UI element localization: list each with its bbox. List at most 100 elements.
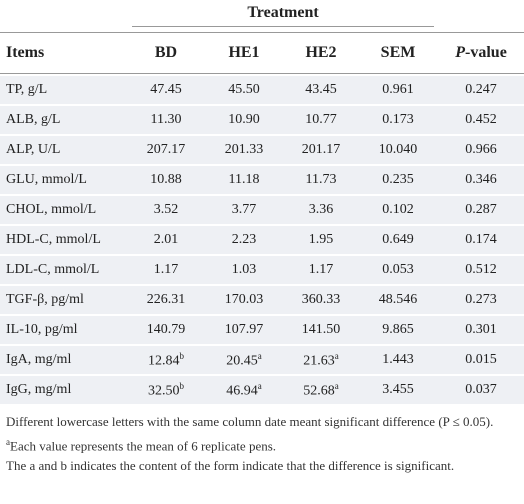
cell: 0.053 — [358, 256, 439, 284]
footnote: The a and b indicates the content of the… — [6, 456, 520, 476]
table-row: GLU, mmol/L 10.88 11.18 11.73 0.235 0.346 — [0, 166, 524, 194]
header-italic: P — [455, 44, 466, 61]
cell: 1.17 — [128, 256, 204, 284]
cell: 0.015 — [438, 346, 524, 374]
column-header: SEM — [358, 32, 439, 74]
cell: 10.88 — [128, 166, 204, 194]
cell: 2.23 — [204, 226, 284, 254]
spacer — [438, 2, 524, 30]
table-row: LDL-C, mmol/L 1.17 1.03 1.17 0.053 0.512 — [0, 256, 524, 284]
footnotes: Different lowercase letters with the sam… — [6, 412, 520, 476]
cell: 20.45a — [204, 346, 284, 374]
cell: 226.31 — [128, 286, 204, 314]
cell: 3.455 — [358, 376, 439, 404]
footnote: aEach value represents the mean of 6 rep… — [6, 432, 520, 456]
table-row: HDL-C, mmol/L 2.01 2.23 1.95 0.649 0.174 — [0, 226, 524, 254]
superscript: b — [179, 380, 185, 391]
row-label: ALB, g/L — [0, 106, 128, 134]
cell: 0.301 — [438, 316, 524, 344]
row-label: IgA, mg/ml — [0, 346, 128, 374]
cell: 0.346 — [438, 166, 524, 194]
table-row: CHOL, mmol/L 3.52 3.77 3.36 0.102 0.287 — [0, 196, 524, 224]
cell: 9.865 — [358, 316, 439, 344]
row-label: LDL-C, mmol/L — [0, 256, 128, 284]
footnote-text: Different lowercase letters with the sam… — [6, 414, 494, 429]
table-body: TP, g/L 47.45 45.50 43.45 0.961 0.247 ALB, g/L… — [0, 76, 524, 404]
cell: 2.01 — [128, 226, 204, 254]
cell: 141.50 — [284, 316, 358, 344]
cell: 43.45 — [284, 76, 358, 104]
cell: 48.546 — [358, 286, 439, 314]
cell: 3.52 — [128, 196, 204, 224]
cell: 10.040 — [358, 136, 439, 164]
cell: 52.68a — [284, 376, 358, 404]
cell: 201.33 — [204, 136, 284, 164]
cell-value: 52.68 — [303, 383, 335, 399]
table-row: ALB, g/L 11.30 10.90 10.77 0.173 0.452 — [0, 106, 524, 134]
row-label: GLU, mmol/L — [0, 166, 128, 194]
cell: 207.17 — [128, 136, 204, 164]
cell: 0.649 — [358, 226, 439, 254]
cell: 10.90 — [204, 106, 284, 134]
cell: 3.36 — [284, 196, 358, 224]
cell: 3.77 — [204, 196, 284, 224]
cell: 47.45 — [128, 76, 204, 104]
cell: 32.50b — [128, 376, 204, 404]
cell: 1.95 — [284, 226, 358, 254]
column-header: HE1 — [204, 32, 284, 74]
data-table: Treatment Items BD HE1 HE2 SEM P-value TP, g/… — [0, 2, 524, 404]
table-row: IgG, mg/ml 32.50b 46.94a 52.68a 3.455 0.037 — [0, 376, 524, 404]
superscript: a — [257, 350, 262, 361]
cell: 140.79 — [128, 316, 204, 344]
table-row: IL-10, pg/ml 140.79 107.97 141.50 9.865 0.301 — [0, 316, 524, 344]
row-label: IL-10, pg/ml — [0, 316, 128, 344]
cell: 46.94a — [204, 376, 284, 404]
superscript: a — [334, 350, 339, 361]
cell: 0.037 — [438, 376, 524, 404]
cell: 0.173 — [358, 106, 439, 134]
cell: 11.73 — [284, 166, 358, 194]
column-header: Items — [0, 32, 128, 74]
table-row: TP, g/L 47.45 45.50 43.45 0.961 0.247 — [0, 76, 524, 104]
footnote-text: Each value represents the mean of 6 repl… — [10, 438, 277, 454]
cell-value: 20.45 — [226, 353, 258, 369]
row-label: ALP, U/L — [0, 136, 128, 164]
cell: 45.50 — [204, 76, 284, 104]
cell: 0.273 — [438, 286, 524, 314]
superscript: a — [257, 380, 262, 391]
cell-value: 46.94 — [226, 383, 258, 399]
row-label: TGF-β, pg/ml — [0, 286, 128, 314]
cell-value: 12.84 — [148, 353, 180, 369]
footnote-text: The a and b indicates the content of the… — [6, 458, 455, 474]
superscript: a — [334, 380, 339, 391]
spacer — [0, 2, 128, 30]
column-header: HE2 — [284, 32, 358, 74]
row-label: IgG, mg/ml — [0, 376, 128, 404]
cell: 0.961 — [358, 76, 439, 104]
row-label: CHOL, mmol/L — [0, 196, 128, 224]
cell: 1.17 — [284, 256, 358, 284]
cell: 0.235 — [358, 166, 439, 194]
cell: 21.63a — [284, 346, 358, 374]
cell: 11.18 — [204, 166, 284, 194]
cell: 1.443 — [358, 346, 439, 374]
cell: 11.30 — [128, 106, 204, 134]
cell-value: 32.50 — [148, 383, 180, 399]
cell: 0.512 — [438, 256, 524, 284]
superscript: a — [6, 437, 10, 447]
cell: 0.174 — [438, 226, 524, 254]
cell-value: 21.63 — [303, 353, 335, 369]
superscript: b — [179, 350, 185, 361]
header-row: Items BD HE1 HE2 SEM P-value — [0, 32, 524, 74]
cell: 0.102 — [358, 196, 439, 224]
column-header: BD — [128, 32, 204, 74]
table-row: IgA, mg/ml 12.84b 20.45a 21.63a 1.443 0.015 — [0, 346, 524, 374]
cell: 107.97 — [204, 316, 284, 344]
cell: 12.84b — [128, 346, 204, 374]
header-group-row: Treatment — [0, 2, 524, 30]
footnote: Different lowercase letters with the sam… — [6, 412, 520, 432]
column-header: P-value — [438, 32, 524, 74]
row-label: HDL-C, mmol/L — [0, 226, 128, 254]
cell: 0.966 — [438, 136, 524, 164]
